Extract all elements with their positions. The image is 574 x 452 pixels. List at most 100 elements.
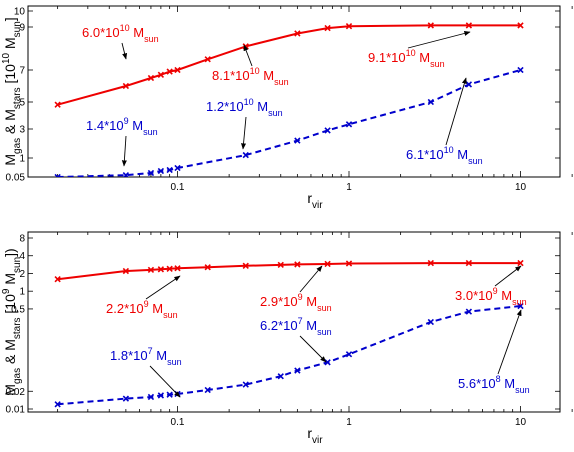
y-tick-label: 4 (19, 251, 25, 262)
data-point-stars (294, 367, 301, 374)
annotation-label: 8.1*1010 Msun (212, 66, 289, 87)
annotation-label-part: M (130, 25, 144, 40)
y-axis-label-part: stars (12, 317, 23, 339)
y-tick-label: 1 (19, 287, 25, 298)
data-point-gas (345, 23, 353, 30)
data-point-stars (174, 164, 181, 172)
annotation-label: 1.8*107 Msun (110, 346, 182, 367)
data-point-stars (324, 127, 331, 134)
data-point-gas (204, 56, 211, 63)
annotation-label-part: 6.0*10 (82, 25, 120, 40)
y-axis-label-part: & M (2, 109, 18, 138)
y-axis-label: Mgas & Mstars [1010 Msun] (1, 17, 23, 165)
data-point-stars (427, 318, 434, 326)
y-axis-label-part: M (2, 37, 18, 53)
annotation-label-part: sun (430, 59, 445, 69)
data-point-stars (54, 173, 61, 177)
annotation-label-part: 10 (244, 97, 254, 107)
x-axis-label-sub: vir (312, 200, 323, 211)
data-point-stars (427, 98, 434, 106)
annotation-arrow (407, 30, 471, 49)
annotation-label-part: M (501, 376, 515, 391)
y-axis-label-part: gas (12, 368, 23, 384)
y-tick-label: 8 (19, 234, 25, 245)
annotation-label-part: 6.2*10 (260, 318, 298, 333)
y-tick-label: 9 (19, 23, 25, 34)
annotation-label: 3.0*109 Msun (455, 286, 527, 307)
data-point-gas (517, 22, 524, 29)
y-axis-label-part: 10 (1, 52, 12, 64)
annotation-label: 1.2*1010 Msun (206, 97, 283, 118)
annotation-label: 6.0*1010 Msun (82, 23, 159, 44)
y-axis-label-part: [10 (2, 294, 18, 318)
annotation-label-part: sun (317, 327, 332, 337)
y-tick-label: 0.01 (6, 405, 26, 416)
data-point-stars (517, 302, 524, 310)
annotation-label-part: sun (515, 385, 530, 395)
y-axis-label-part: ]) (2, 248, 18, 257)
y-tick-label: 5 (19, 98, 25, 109)
data-point-gas (122, 82, 130, 90)
y-tick-label: 1 (19, 154, 25, 165)
annotation-arrow (494, 265, 522, 287)
y-axis-label-part: sun (12, 21, 23, 37)
data-point-gas (242, 262, 249, 269)
data-point-stars (166, 391, 173, 398)
annotation-arrow (145, 275, 181, 300)
annotation-label-part: sun (512, 297, 527, 307)
annotation-label-part: M (416, 50, 430, 65)
x-tick-label: 1 (346, 417, 352, 428)
data-point-stars (157, 167, 165, 175)
annotation-label-part: 1.4*10 (86, 118, 124, 133)
x-tick-label: 10 (515, 182, 527, 193)
data-point-gas (324, 24, 331, 32)
annotation-label-part: M (303, 294, 317, 309)
y-tick-label: 3 (19, 125, 25, 136)
data-point-gas (324, 260, 331, 268)
data-point-stars (122, 172, 130, 177)
y-axis-label-part: 9 (1, 288, 12, 294)
data-point-gas (174, 265, 181, 272)
x-axis-label-main: r (307, 425, 312, 441)
annotation-arrow (241, 116, 247, 150)
data-point-stars (345, 121, 353, 128)
data-point-stars (517, 66, 524, 74)
y-axis-label-part: sun (12, 257, 23, 273)
series-gas (54, 22, 524, 108)
annotation-label-part: 7 (148, 346, 153, 356)
annotation-label-part: 5.6*10 (458, 376, 496, 391)
annotation-label-part: 10 (120, 23, 130, 33)
y-axis-label-part: stars (12, 87, 23, 109)
data-point-gas (157, 71, 165, 78)
data-point-gas (166, 265, 173, 272)
data-point-gas (345, 260, 353, 267)
annotation-label: 2.9*109 Msun (260, 292, 332, 313)
data-point-stars (166, 166, 173, 174)
data-point-stars (465, 81, 473, 88)
annotation-label-part: sun (163, 310, 178, 320)
data-point-stars (465, 308, 473, 315)
annotation-label-part: sun (143, 127, 158, 137)
x-tick-label: 10 (515, 417, 527, 428)
annotation-label: 9.1*1010 Msun (368, 48, 445, 69)
annotation-label-part: 6.1*10 (406, 147, 444, 162)
annotation-label-part: M (260, 68, 274, 83)
annotation-label-part: sun (317, 303, 332, 313)
bottom-panel: 0.1 1 10 0.01 0.02 0.5 1 2 4 8 rvir Mgas & Mstars [… (1, 231, 573, 446)
annotation-label-part: 2.2*10 (106, 301, 144, 316)
data-point-gas (147, 266, 155, 274)
data-point-gas (174, 66, 181, 74)
data-point-gas (122, 267, 130, 275)
data-point-stars (294, 137, 301, 144)
data-point-gas (465, 259, 473, 267)
data-point-gas (54, 101, 61, 108)
data-point-stars (157, 392, 165, 399)
y-axis-label-part: M (2, 273, 18, 289)
y-axis-label-part: & M (2, 339, 18, 368)
x-tick-label: 0.1 (171, 182, 185, 193)
annotation-label-part: 7 (298, 316, 303, 326)
annotation-label-part: sun (274, 77, 289, 87)
y-tick-label: 0.05 (6, 173, 26, 184)
annotation-label-part: M (254, 99, 268, 114)
annotation-arrow (445, 77, 467, 146)
